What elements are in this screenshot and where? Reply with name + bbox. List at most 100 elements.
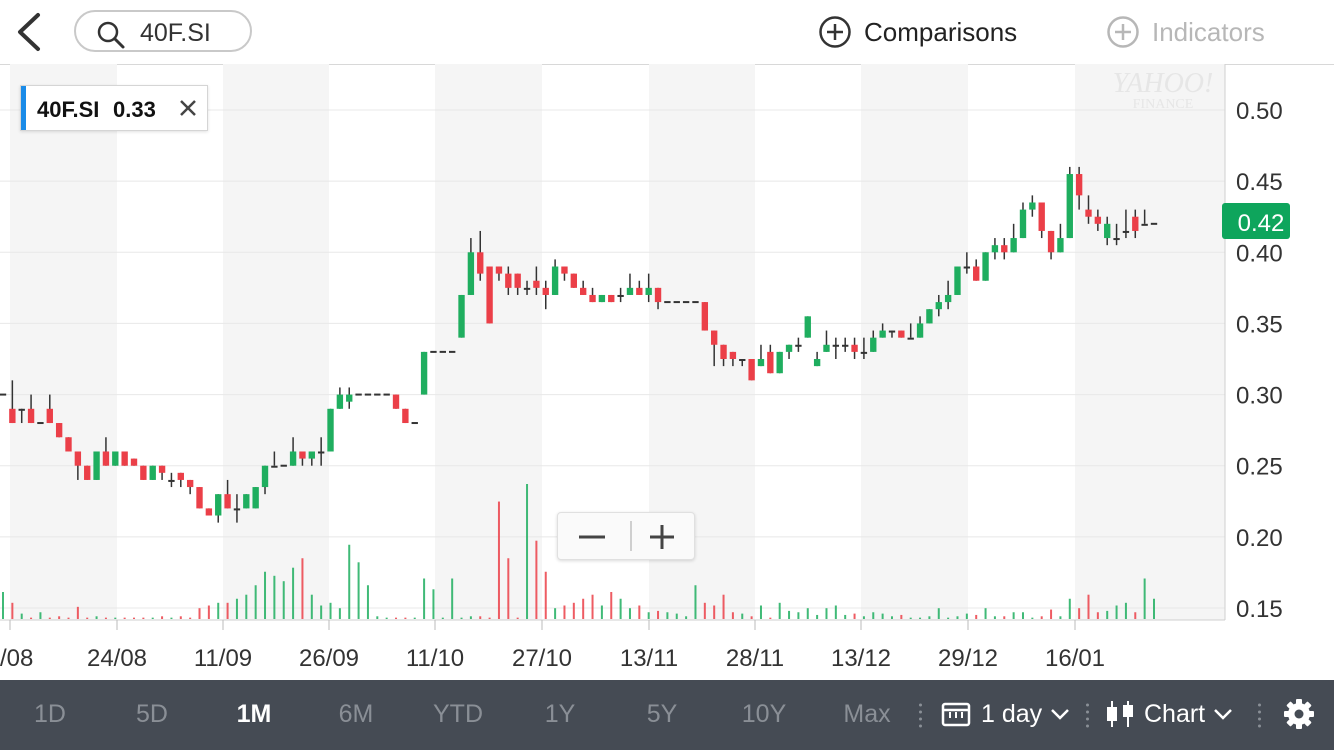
range-1y-button[interactable]: 1Y bbox=[544, 700, 576, 728]
candle-body bbox=[813, 359, 821, 367]
watermark-finance: FINANCE bbox=[1133, 97, 1194, 112]
volume-bar bbox=[1040, 616, 1043, 619]
candle bbox=[346, 387, 353, 409]
search-field[interactable]: 40F.SI bbox=[74, 10, 252, 52]
volume-bar bbox=[507, 558, 510, 619]
candle bbox=[196, 487, 203, 509]
candle-body bbox=[467, 252, 475, 295]
volume-bar bbox=[30, 617, 33, 619]
volume-bar bbox=[722, 594, 725, 619]
volume-bar bbox=[853, 613, 856, 619]
volume-bar bbox=[975, 614, 978, 619]
candle-body bbox=[579, 287, 587, 295]
date-band bbox=[10, 64, 117, 620]
candle-body bbox=[561, 266, 568, 274]
candle bbox=[149, 465, 156, 480]
candle-body bbox=[233, 508, 241, 511]
candle-body bbox=[888, 330, 896, 333]
range-max-button[interactable]: Max bbox=[843, 700, 891, 728]
candle-body bbox=[823, 344, 830, 352]
candle bbox=[598, 294, 606, 303]
candle bbox=[1019, 202, 1027, 239]
candle-body bbox=[1122, 230, 1130, 233]
back-button[interactable] bbox=[12, 12, 48, 52]
candle-body bbox=[392, 394, 400, 409]
candle bbox=[1132, 209, 1139, 239]
range-ytd-button[interactable]: YTD bbox=[433, 700, 483, 728]
volume-bar bbox=[207, 605, 210, 619]
range-1m-button[interactable]: 1M bbox=[236, 700, 272, 728]
candle bbox=[860, 337, 868, 359]
volume-bar bbox=[497, 501, 500, 619]
candle bbox=[748, 359, 755, 381]
chart-type-selector[interactable]: Chart bbox=[1104, 694, 1233, 734]
candle bbox=[767, 344, 774, 374]
chevron-down-icon bbox=[1214, 709, 1233, 720]
gear-icon[interactable] bbox=[1283, 698, 1315, 730]
candle-body bbox=[224, 494, 231, 509]
volume-bar bbox=[741, 613, 744, 619]
volume-bar bbox=[872, 612, 875, 619]
volume-bar bbox=[544, 571, 547, 619]
volume-bar bbox=[86, 617, 89, 619]
range-6m-button[interactable]: 6M bbox=[338, 700, 374, 728]
range-10y-button[interactable]: 10Y bbox=[741, 700, 787, 728]
volume-bar bbox=[142, 617, 145, 619]
volume-bar bbox=[1078, 608, 1081, 619]
volume-bar bbox=[1096, 612, 1099, 619]
candle-body bbox=[804, 316, 811, 338]
candle bbox=[1038, 202, 1045, 239]
range-5d-button[interactable]: 5D bbox=[136, 700, 168, 728]
candle bbox=[9, 380, 16, 424]
candle-body bbox=[598, 294, 606, 303]
range-1d-button[interactable]: 1D bbox=[34, 700, 66, 728]
candle-body bbox=[654, 287, 662, 303]
candle bbox=[46, 394, 53, 424]
candle-body bbox=[729, 351, 737, 359]
volume-bar bbox=[956, 616, 959, 619]
volume-bar bbox=[1003, 616, 1006, 619]
plus-icon bbox=[650, 525, 674, 549]
candle-body bbox=[636, 287, 643, 295]
volume-bar bbox=[900, 614, 903, 619]
y-tick-label: 0.30 bbox=[1236, 383, 1283, 410]
date-band bbox=[1075, 64, 1225, 620]
candle-body bbox=[458, 294, 465, 338]
watermark-yahoo: YAHOO! bbox=[1113, 68, 1214, 99]
comparisons-button[interactable]: Comparisons bbox=[818, 14, 1017, 50]
candle bbox=[916, 316, 924, 338]
volume-bar bbox=[2, 592, 4, 619]
close-icon[interactable] bbox=[175, 95, 201, 121]
volume-bar bbox=[591, 594, 594, 619]
candle bbox=[261, 465, 269, 495]
candle-body bbox=[308, 451, 315, 459]
candle bbox=[177, 472, 184, 488]
volume-bar bbox=[993, 616, 996, 619]
candle-body bbox=[954, 266, 961, 295]
chevron-left-icon bbox=[18, 13, 40, 51]
candle-body bbox=[486, 266, 493, 324]
volume-bar bbox=[20, 613, 23, 619]
candle-body bbox=[739, 359, 746, 361]
candle-body bbox=[963, 266, 971, 269]
candle-body bbox=[1113, 238, 1120, 241]
candle bbox=[729, 351, 737, 367]
volume-bar bbox=[731, 612, 734, 619]
indicators-button[interactable]: Indicators bbox=[1106, 14, 1265, 50]
candle bbox=[112, 451, 119, 466]
volume-bar bbox=[292, 567, 295, 619]
candle-body bbox=[1132, 216, 1139, 231]
interval-selector[interactable]: 1 day bbox=[941, 694, 1070, 734]
x-tick-label: 29/12 bbox=[938, 645, 998, 672]
range-5y-button[interactable]: 5Y bbox=[646, 700, 678, 728]
candle bbox=[1113, 223, 1120, 246]
candle-body bbox=[177, 472, 184, 480]
volume-bar bbox=[460, 617, 463, 619]
price-chart[interactable]: YAHOO! FINANCE 0.50 0.45 0.40 0.35 0.30 0.25 0… bbox=[0, 64, 1334, 680]
zoom-out-button[interactable] bbox=[558, 513, 626, 559]
candle-body bbox=[626, 287, 634, 295]
add-circle-icon bbox=[819, 16, 851, 48]
candle-body bbox=[495, 266, 503, 274]
zoom-in-button[interactable] bbox=[628, 513, 696, 559]
volume-bar bbox=[179, 616, 182, 619]
